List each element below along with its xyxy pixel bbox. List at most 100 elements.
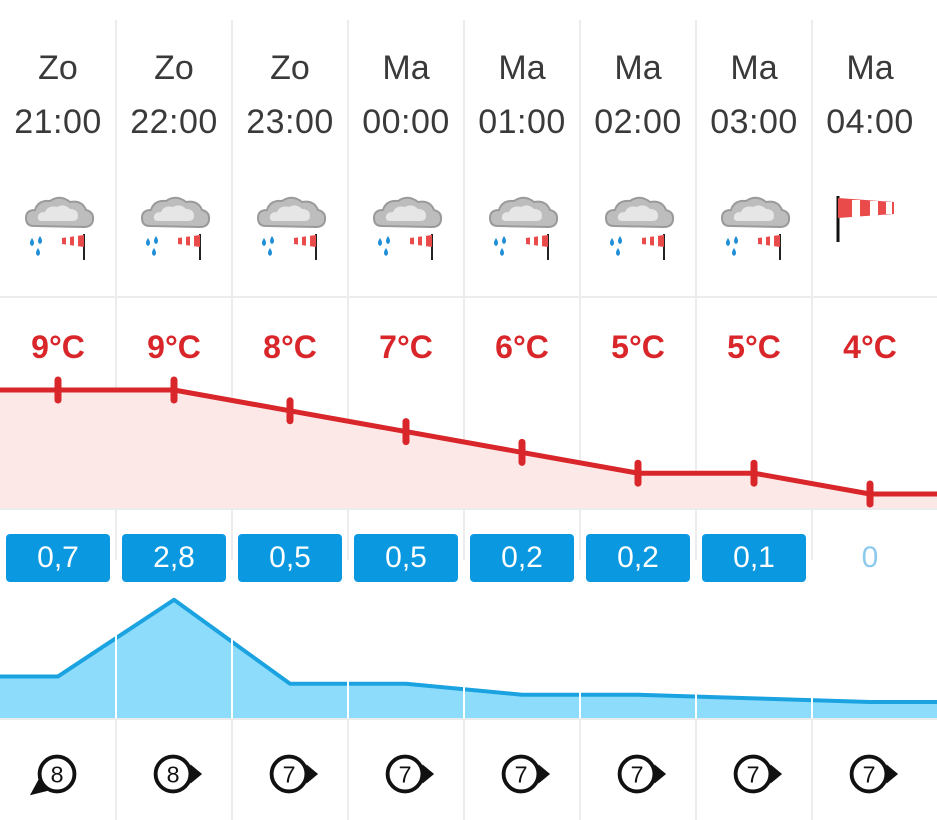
wind-direction-icon bbox=[385, 754, 435, 794]
wind-direction-icon bbox=[617, 754, 667, 794]
precipitation-badge: 0,5 bbox=[238, 534, 342, 582]
divider bbox=[0, 296, 937, 298]
wind-force-label: 7 bbox=[863, 762, 876, 788]
day-label: Ma bbox=[614, 49, 662, 87]
hour-column[interactable]: Ma 02:00 5°C 0,2 7 bbox=[580, 0, 696, 820]
wind-direction-icon bbox=[501, 754, 551, 794]
cloud-icon bbox=[140, 196, 211, 229]
windsock-icon bbox=[294, 234, 317, 260]
hour-column[interactable]: Zo 23:00 8°C 0,5 7 bbox=[232, 0, 348, 820]
wind-direction-icon bbox=[29, 754, 77, 796]
windsock-icon bbox=[526, 234, 549, 260]
raindrop-icon bbox=[494, 236, 506, 256]
temperature-label: 4°C bbox=[843, 329, 897, 365]
precipitation-badge: 0 bbox=[861, 541, 879, 574]
wind-indicator: 7 bbox=[501, 754, 551, 794]
divider bbox=[0, 508, 937, 510]
cloud-icon bbox=[720, 196, 791, 229]
windsock-icon bbox=[836, 196, 894, 242]
time-label: 21:00 bbox=[14, 103, 102, 141]
hour-column[interactable]: Zo 22:00 9°C 2,8 8 bbox=[116, 0, 232, 820]
wind-force-label: 7 bbox=[399, 762, 412, 788]
time-label: 00:00 bbox=[362, 103, 450, 141]
wind-indicator: 7 bbox=[849, 754, 899, 794]
windsock-icon bbox=[178, 234, 201, 260]
temperature-label: 5°C bbox=[611, 329, 665, 365]
hour-column[interactable]: Ma 04:00 4°C 0 7 bbox=[812, 0, 928, 820]
wind-indicator: 7 bbox=[269, 754, 319, 794]
day-label: Zo bbox=[154, 49, 194, 87]
windsock-icon bbox=[758, 234, 781, 260]
precipitation-badge: 0,7 bbox=[6, 534, 110, 582]
cloud-rain-wind-icon bbox=[488, 196, 559, 260]
wind-force-label: 7 bbox=[631, 762, 644, 788]
wind-indicator: 7 bbox=[733, 754, 783, 794]
column-divider bbox=[463, 20, 465, 820]
time-label: 03:00 bbox=[710, 103, 798, 141]
windsock-icon bbox=[62, 234, 85, 260]
time-label: 22:00 bbox=[130, 103, 218, 141]
raindrop-icon bbox=[610, 236, 622, 256]
precipitation-badge: 2,8 bbox=[122, 534, 226, 582]
raindrop-icon bbox=[146, 236, 158, 256]
day-label: Ma bbox=[382, 49, 430, 87]
windsock-icon bbox=[836, 196, 894, 242]
column-divider bbox=[231, 20, 233, 820]
temperature-label: 9°C bbox=[31, 329, 85, 365]
hour-column[interactable]: Ma 00:00 7°C 0,5 7 bbox=[348, 0, 464, 820]
wind-force-label: 8 bbox=[51, 762, 64, 788]
raindrop-icon bbox=[726, 236, 738, 256]
cloud-icon bbox=[488, 196, 559, 229]
temperature-label: 5°C bbox=[727, 329, 781, 365]
temperature-label: 7°C bbox=[379, 329, 433, 365]
hour-column[interactable]: Ma 01:00 6°C 0,2 7 bbox=[464, 0, 580, 820]
cloud-icon bbox=[24, 196, 95, 229]
column-divider bbox=[115, 20, 117, 820]
raindrop-icon bbox=[30, 236, 42, 256]
column-divider bbox=[579, 20, 581, 820]
wind-direction-icon bbox=[733, 754, 783, 794]
wind-direction-icon bbox=[153, 754, 203, 794]
time-label: 23:00 bbox=[246, 103, 334, 141]
precipitation-badge: 0,1 bbox=[702, 534, 806, 582]
cloud-rain-wind-icon bbox=[256, 196, 327, 260]
day-label: Ma bbox=[498, 49, 546, 87]
cloud-icon bbox=[372, 196, 443, 229]
day-label: Ma bbox=[846, 49, 894, 87]
day-label: Zo bbox=[38, 49, 78, 87]
raindrop-icon bbox=[262, 236, 274, 256]
windsock-icon bbox=[642, 234, 665, 260]
wind-direction-icon bbox=[269, 754, 319, 794]
raindrop-icon bbox=[378, 236, 390, 256]
precipitation-badge: 0,2 bbox=[470, 534, 574, 582]
wind-force-label: 8 bbox=[167, 762, 180, 788]
cloud-rain-wind-icon bbox=[372, 196, 443, 260]
wind-force-label: 7 bbox=[283, 762, 296, 788]
wind-indicator: 7 bbox=[617, 754, 667, 794]
column-divider bbox=[811, 20, 813, 820]
time-label: 01:00 bbox=[478, 103, 566, 141]
hour-column[interactable]: Zo 21:00 9°C 0,7 8 bbox=[0, 0, 116, 820]
hour-column[interactable]: Ma 03:00 5°C 0,1 7 bbox=[696, 0, 812, 820]
windsock-icon bbox=[410, 234, 433, 260]
column-divider bbox=[695, 20, 697, 820]
wind-force-label: 7 bbox=[515, 762, 528, 788]
day-label: Zo bbox=[270, 49, 310, 87]
cloud-rain-wind-icon bbox=[24, 196, 95, 260]
column-divider bbox=[347, 20, 349, 820]
cloud-icon bbox=[604, 196, 675, 229]
cloud-icon bbox=[256, 196, 327, 229]
temperature-label: 9°C bbox=[147, 329, 201, 365]
cloud-rain-wind-icon bbox=[140, 196, 211, 260]
wind-force-label: 7 bbox=[747, 762, 760, 788]
wind-indicator: 8 bbox=[153, 754, 203, 794]
day-label: Ma bbox=[730, 49, 778, 87]
wind-indicator: 8 bbox=[29, 754, 77, 796]
wind-indicator: 7 bbox=[385, 754, 435, 794]
temperature-label: 8°C bbox=[263, 329, 317, 365]
cloud-rain-wind-icon bbox=[720, 196, 791, 260]
divider bbox=[0, 718, 937, 720]
cloud-rain-wind-icon bbox=[604, 196, 675, 260]
time-label: 02:00 bbox=[594, 103, 682, 141]
